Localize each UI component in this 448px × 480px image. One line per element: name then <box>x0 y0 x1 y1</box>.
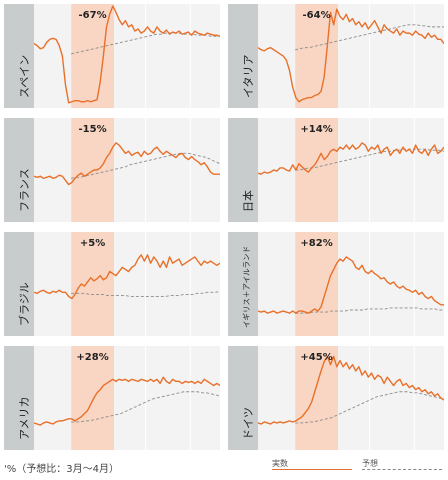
lockdown-highlight <box>71 118 114 222</box>
country-label: イタリア <box>242 54 255 98</box>
change-label: +14% <box>300 124 333 135</box>
change-label: +82% <box>300 238 333 249</box>
country-panel: フランス -15% <box>4 118 220 222</box>
country-label-column: アメリカ <box>4 346 34 450</box>
footer-caption: '%（予想比：3月〜4月） <box>4 464 119 475</box>
plot-area: +5% <box>34 232 220 336</box>
country-label: ドイツ <box>242 407 255 440</box>
country-label: ブラジル <box>18 282 31 326</box>
country-label-column: 日本 <box>228 118 258 222</box>
country-label: スペイン <box>18 54 31 98</box>
actual-line <box>258 256 444 314</box>
country-panel: アメリカ +28% <box>4 346 220 450</box>
country-panel: ドイツ +45% <box>228 346 444 450</box>
legend-forecast: 予想 <box>362 458 442 474</box>
country-panel: イタリア -64% <box>228 4 444 108</box>
forecast-line <box>295 148 444 171</box>
change-label: +28% <box>76 352 109 363</box>
country-panel: 日本 +14% <box>228 118 444 222</box>
forecast-line <box>71 152 220 179</box>
country-label-column: スペイン <box>4 4 34 108</box>
plot-area: -67% <box>34 4 220 108</box>
plot-area: +45% <box>258 346 444 450</box>
country-label-column: ドイツ <box>228 346 258 450</box>
country-panel: スペイン -67% <box>4 4 220 108</box>
plot-svg <box>34 232 220 336</box>
change-label: +5% <box>79 238 106 249</box>
change-label: +45% <box>300 352 333 363</box>
change-label: -64% <box>302 10 331 21</box>
actual-line <box>34 142 220 186</box>
plot-area: +28% <box>34 346 220 450</box>
actual-line <box>34 5 220 104</box>
country-label: 日本 <box>242 190 255 212</box>
change-label: -15% <box>78 124 107 135</box>
plot-svg <box>34 346 220 450</box>
country-panel: イギリス＋アイルランド +82% <box>228 232 444 336</box>
country-label: フランス <box>18 168 31 212</box>
actual-line <box>34 376 220 426</box>
lockdown-highlight <box>71 232 114 336</box>
legend-actual-label: 実数 <box>272 459 288 468</box>
lockdown-highlight <box>71 346 114 450</box>
plot-svg <box>258 232 444 336</box>
plot-area: +14% <box>258 118 444 222</box>
actual-line <box>258 355 444 425</box>
plot-area: -64% <box>258 4 444 108</box>
plot-svg <box>258 118 444 222</box>
forecast-line <box>71 391 220 423</box>
actual-line <box>258 142 444 175</box>
plot-svg <box>258 346 444 450</box>
forecast-line <box>71 32 220 55</box>
actual-line <box>258 8 444 103</box>
forecast-line <box>295 391 444 424</box>
country-panel: ブラジル +5% <box>4 232 220 336</box>
country-label-column: ブラジル <box>4 232 34 336</box>
chart-footer: '%（予想比：3月〜4月） 実数 予想 <box>0 452 448 480</box>
legend-actual-swatch <box>272 469 352 470</box>
forecast-line <box>295 24 444 51</box>
legend-forecast-swatch <box>362 469 442 470</box>
lockdown-highlight <box>295 232 338 336</box>
country-label: アメリカ <box>18 396 31 440</box>
actual-line <box>34 254 220 300</box>
country-label-column: イタリア <box>228 4 258 108</box>
plot-svg <box>34 118 220 222</box>
plot-svg <box>258 4 444 108</box>
lockdown-highlight <box>295 118 338 222</box>
plot-area: -15% <box>34 118 220 222</box>
legend-actual: 実数 <box>272 458 352 474</box>
country-label: イギリス＋アイルランド <box>242 245 251 328</box>
lockdown-highlight <box>71 4 114 108</box>
lockdown-highlight <box>295 4 338 108</box>
plot-svg <box>34 4 220 108</box>
small-multiples-grid: スペイン -67% イタリア -64% フランス -15% 日本 +14% ブラジル +5% イギリ… <box>4 4 444 450</box>
country-label-column: イギリス＋アイルランド <box>228 232 258 336</box>
change-label: -67% <box>78 10 107 21</box>
country-label-column: フランス <box>4 118 34 222</box>
legend-forecast-label: 予想 <box>362 459 378 468</box>
plot-area: +82% <box>258 232 444 336</box>
